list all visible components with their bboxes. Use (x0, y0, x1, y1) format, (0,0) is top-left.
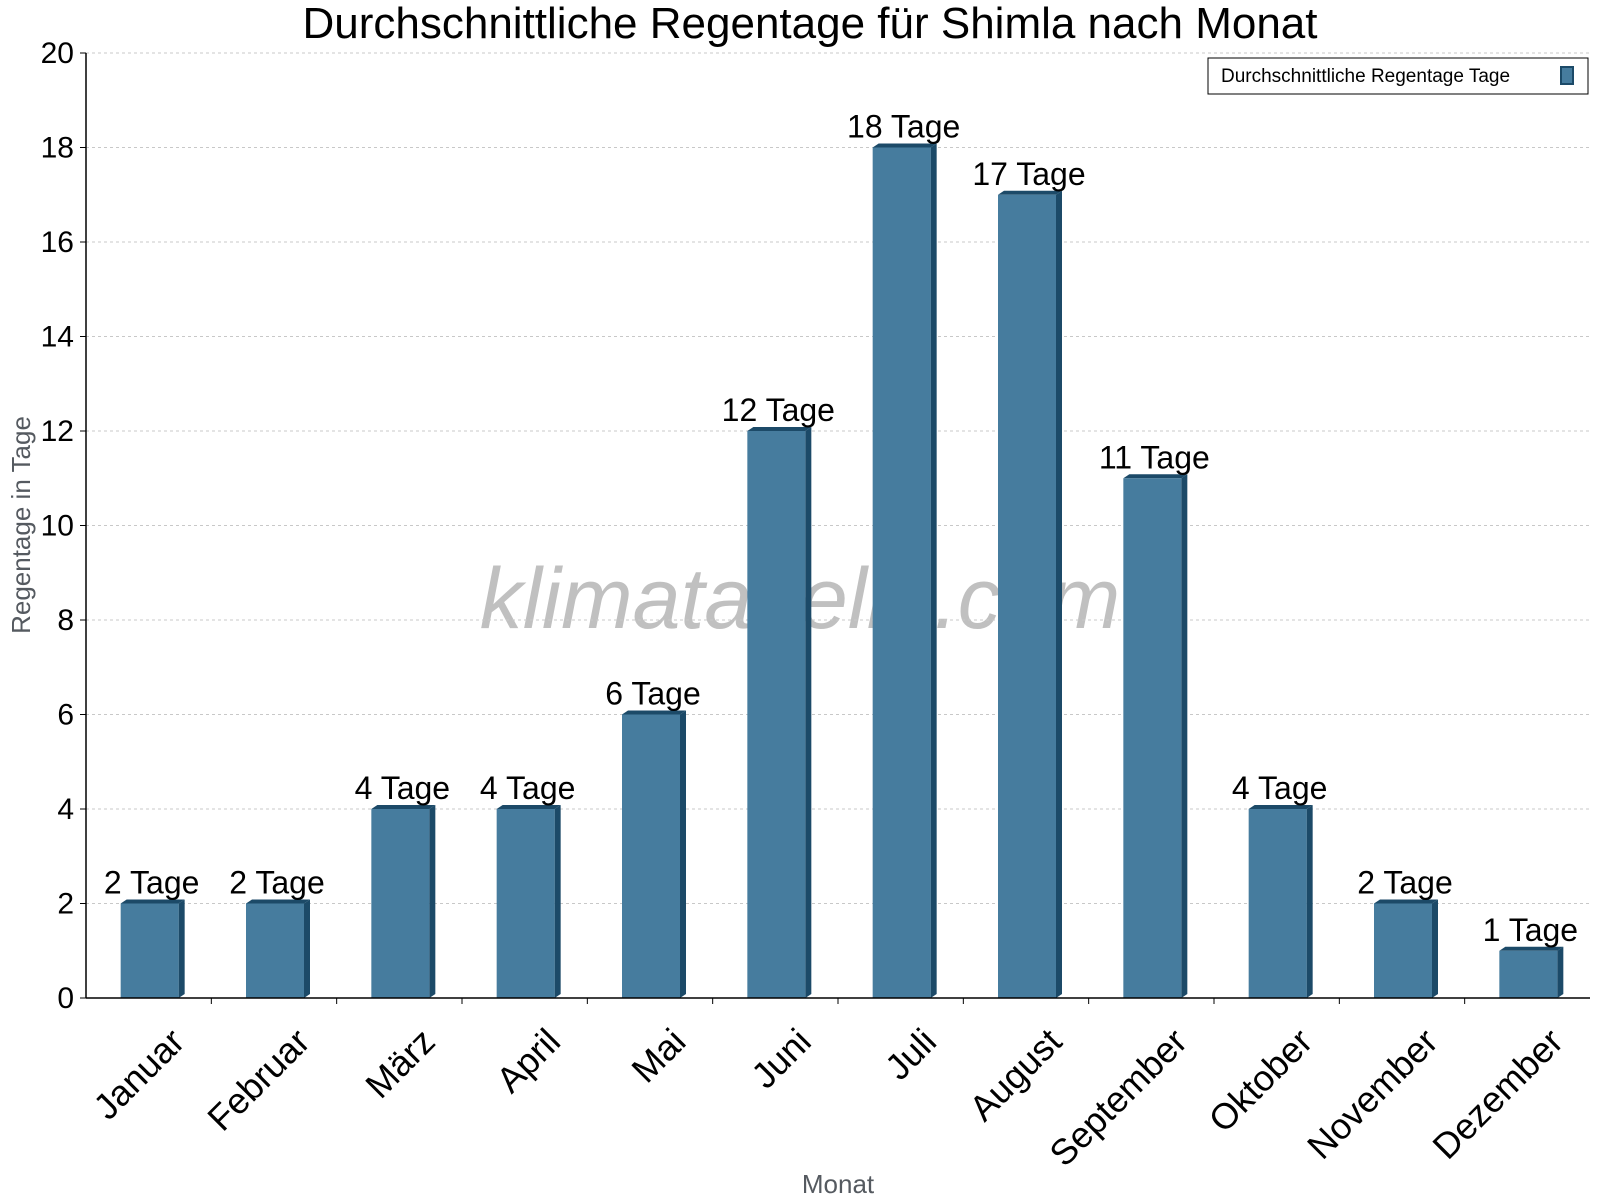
bar-front (998, 194, 1056, 998)
chart-title: Durchschnittliche Regentage für Shimla n… (303, 0, 1318, 48)
y-tick-label: 4 (57, 793, 74, 826)
bar-2 (371, 805, 436, 998)
bar-side (554, 805, 561, 998)
bar-front (1374, 903, 1432, 998)
x-tick-label: März (357, 1020, 443, 1106)
bar-top (496, 805, 561, 809)
data-label: 2 Tage (104, 865, 200, 901)
legend-label: Durchschnittliche Regentage Tage (1221, 66, 1510, 87)
legend-swatch (1560, 66, 1574, 85)
x-axis-label: Monat (802, 1169, 875, 1199)
data-label: 2 Tage (229, 865, 325, 901)
y-tick-label: 8 (57, 604, 74, 637)
x-tick-label: September (1041, 1020, 1195, 1174)
bar-4 (622, 710, 686, 998)
bar-front (120, 903, 179, 998)
x-tick-label: Dezember (1424, 1020, 1570, 1166)
y-tick-label: 10 (41, 510, 74, 543)
bar-7 (998, 190, 1062, 998)
bar-9 (1248, 805, 1313, 998)
x-tick-label: November (1299, 1020, 1445, 1166)
x-tick-label: Oktober (1201, 1020, 1321, 1140)
data-label: 17 Tage (972, 156, 1085, 192)
bar-10 (1374, 899, 1438, 998)
bar-top (998, 190, 1062, 195)
data-label: 11 Tage (1099, 439, 1210, 475)
data-label: 2 Tage (1357, 865, 1453, 901)
bar-front (246, 903, 304, 998)
bar-side (1557, 946, 1564, 998)
y-tick-label: 2 (57, 888, 74, 921)
bar-front (496, 809, 555, 998)
bar-1 (246, 899, 310, 998)
data-label: 4 Tage (480, 770, 576, 806)
data-label: 12 Tage (722, 392, 835, 428)
bar-top (1248, 805, 1313, 809)
legend: Durchschnittliche Regentage Tage (1207, 57, 1589, 95)
bar-side (1306, 805, 1313, 998)
bar-front (1248, 809, 1307, 998)
y-tick-label: 14 (41, 321, 74, 354)
data-label: 1 Tage (1483, 912, 1579, 948)
bar-top (622, 710, 686, 715)
bar-side (304, 899, 310, 998)
bar-front (622, 714, 680, 998)
data-labels: 2 Tage 2 Tage 4 Tage 4 Tage 6 Tage 12 Tage 18 … (104, 109, 1578, 948)
bar-top (246, 899, 310, 904)
bar-top (747, 427, 812, 431)
bar-3 (496, 805, 561, 998)
x-tick-label: April (488, 1020, 568, 1100)
bar-front (371, 809, 430, 998)
bar-front (872, 147, 931, 998)
legend-box (1207, 57, 1589, 95)
x-tick-label: Juli (877, 1020, 944, 1087)
data-label: 4 Tage (355, 770, 451, 806)
bar-side (930, 143, 937, 998)
bar-top (1499, 946, 1564, 951)
bar-top (872, 143, 937, 148)
bar-8 (1123, 474, 1188, 998)
data-label: 18 Tage (847, 109, 960, 145)
x-tick-label: Januar (85, 1020, 192, 1127)
x-tick-label: Mai (623, 1020, 693, 1090)
y-tick-label: 20 (41, 37, 74, 70)
bar-side (805, 427, 812, 998)
bar-front (747, 431, 806, 998)
bar-side (1432, 899, 1438, 998)
y-tick-label: 16 (41, 226, 74, 259)
bar-top (120, 899, 185, 904)
bar-side (1181, 474, 1188, 998)
y-tick-label: 0 (57, 982, 74, 1015)
bar-side (178, 899, 185, 998)
bar-front (1123, 478, 1182, 998)
gridlines (86, 52, 1590, 904)
bar-front (1499, 950, 1558, 998)
bar-top (1374, 899, 1438, 904)
bar-5 (747, 427, 812, 998)
y-tick-label: 18 (41, 132, 74, 165)
bars (120, 143, 1564, 998)
data-label: 6 Tage (605, 676, 701, 712)
bar-side (1056, 190, 1062, 998)
x-tick-label: Juni (743, 1020, 819, 1096)
x-tick-label: Februar (199, 1020, 317, 1138)
bar-side (429, 805, 436, 998)
bar-side (680, 710, 686, 998)
y-tick-label: 6 (57, 699, 74, 732)
y-tick-label: 12 (41, 415, 74, 448)
bar-0 (120, 899, 185, 998)
bar-6 (872, 143, 937, 998)
x-tick-label: August (961, 1020, 1069, 1128)
y-axis-label: Regentage in Tage (6, 416, 36, 634)
bar-top (371, 805, 436, 809)
bar-11 (1499, 946, 1564, 998)
data-label: 4 Tage (1232, 770, 1328, 806)
bar-top (1123, 474, 1188, 479)
